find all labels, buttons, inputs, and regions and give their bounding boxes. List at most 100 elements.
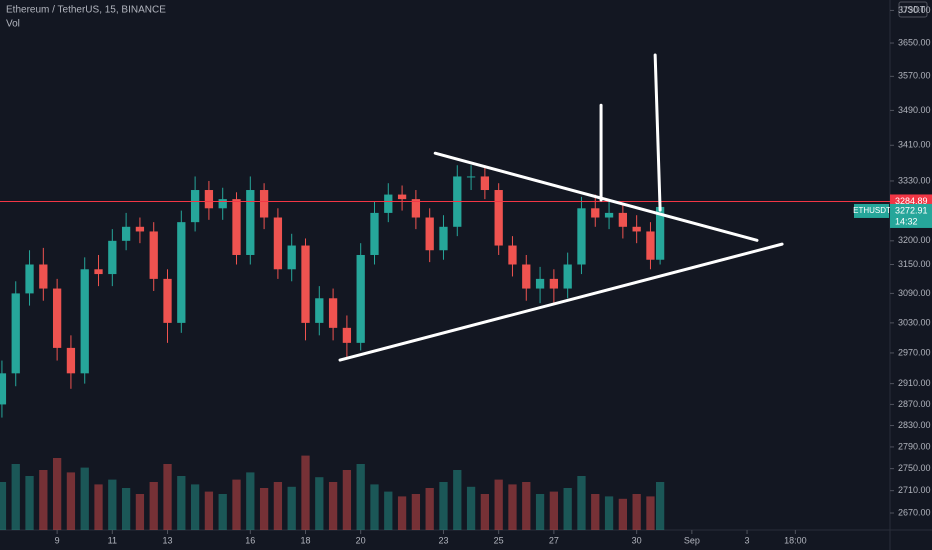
volume-bar — [177, 476, 186, 530]
candle-body — [39, 264, 48, 289]
volume-bar — [108, 479, 117, 530]
candle-body — [480, 176, 490, 191]
current-price-box — [890, 203, 932, 228]
y-tick-label: 2750.00 — [898, 463, 931, 473]
x-tick-label: Sep — [684, 535, 700, 545]
y-tick-label: 2790.00 — [898, 441, 931, 451]
candle-body — [535, 278, 545, 289]
candle-body — [246, 190, 255, 255]
candle-body — [204, 190, 214, 209]
volume-bar — [273, 482, 283, 530]
candle-body — [632, 226, 641, 232]
x-tick-label: 27 — [549, 535, 559, 545]
volume-bar — [453, 470, 462, 530]
volume-bar — [646, 496, 655, 530]
price-line-label: 3284.89 — [895, 196, 928, 206]
candle-body — [108, 240, 117, 275]
x-tick-label: 9 — [55, 535, 60, 545]
y-tick-label: 3410.00 — [898, 140, 931, 150]
volume-bar — [80, 467, 89, 530]
y-tick-label: 2670.00 — [898, 507, 931, 517]
candle-body — [618, 212, 628, 227]
candle-body — [425, 217, 434, 251]
candle-body — [301, 245, 310, 323]
overlay — [0, 53, 890, 362]
trendline — [433, 151, 759, 242]
x-tick-label: 23 — [438, 535, 448, 545]
candle-body — [655, 206, 665, 260]
x-tick-label: 3 — [745, 535, 750, 545]
x-tick-label: 11 — [108, 535, 117, 545]
volume-bar — [535, 494, 545, 530]
volume-bar — [480, 494, 490, 530]
currency-box[interactable] — [898, 1, 928, 18]
y-tick-label: 3030.00 — [898, 317, 931, 327]
volume-bar — [0, 482, 7, 530]
x-tick-label: 30 — [632, 535, 642, 545]
candle-body — [646, 231, 655, 260]
volume-bar — [163, 464, 172, 530]
symbol-label: ETHUSDT — [853, 206, 891, 215]
volume-bar — [52, 458, 62, 530]
y-tick-label: 2970.00 — [898, 347, 931, 357]
volume-bar — [121, 488, 131, 530]
candle-body — [11, 293, 20, 374]
volume-bar — [632, 494, 641, 530]
y-tick-label: 3650.00 — [898, 37, 931, 47]
volume-bar — [94, 484, 103, 530]
volume-bar — [301, 455, 310, 530]
candle-body — [411, 199, 421, 218]
trendline — [653, 53, 662, 212]
candle-body — [80, 269, 89, 374]
volume-bar — [66, 472, 76, 530]
candle-body — [149, 231, 158, 279]
volume-bar — [494, 479, 503, 530]
candle-body — [163, 278, 172, 323]
volume-bar — [604, 496, 614, 530]
candle-body — [577, 208, 586, 265]
y-tick-label: 2910.00 — [898, 378, 931, 388]
candle-body — [135, 226, 145, 232]
y-tick-label: 2830.00 — [898, 420, 931, 430]
y-tick-label: 3330.00 — [898, 175, 931, 185]
candle-body — [259, 190, 269, 218]
y-tick-label: 3570.00 — [898, 71, 931, 81]
candle-body — [494, 190, 503, 246]
volume-bar — [328, 482, 338, 530]
y-tick-label: 3200.00 — [898, 235, 931, 245]
candle-body — [218, 199, 227, 209]
candle-body — [356, 254, 365, 343]
volume-bar — [135, 494, 145, 530]
y-tick-label: 2710.00 — [898, 485, 931, 495]
volume-bar — [204, 491, 214, 530]
volume-bar — [370, 484, 379, 530]
candle-body — [397, 194, 407, 200]
volume-bar — [39, 470, 48, 530]
countdown-label: 14:32 — [895, 216, 918, 226]
candle-body — [439, 226, 448, 251]
candle-body — [466, 176, 476, 178]
y-tick-label: 3150.00 — [898, 259, 931, 269]
volume-bar — [577, 476, 586, 530]
candle-body — [287, 245, 296, 270]
volume-bar — [439, 482, 448, 530]
volume-bar — [425, 488, 434, 530]
volume-bar — [466, 486, 476, 530]
candle-body — [0, 373, 7, 405]
x-tick-label: 16 — [245, 535, 255, 545]
volume-bar — [218, 494, 227, 530]
candle-body — [563, 264, 572, 289]
y-tick-label: 3090.00 — [898, 288, 931, 298]
candle-body — [66, 347, 76, 374]
current-price-label: 3272.91 — [895, 205, 928, 215]
candle-body — [591, 208, 600, 218]
x-tick-label: 25 — [494, 535, 504, 545]
x-tick-label: 13 — [163, 535, 173, 545]
volume-bar — [315, 477, 324, 530]
candle-body — [232, 199, 241, 255]
trendline — [338, 242, 784, 362]
volume-bar — [549, 491, 559, 530]
volume-bar — [591, 494, 600, 530]
